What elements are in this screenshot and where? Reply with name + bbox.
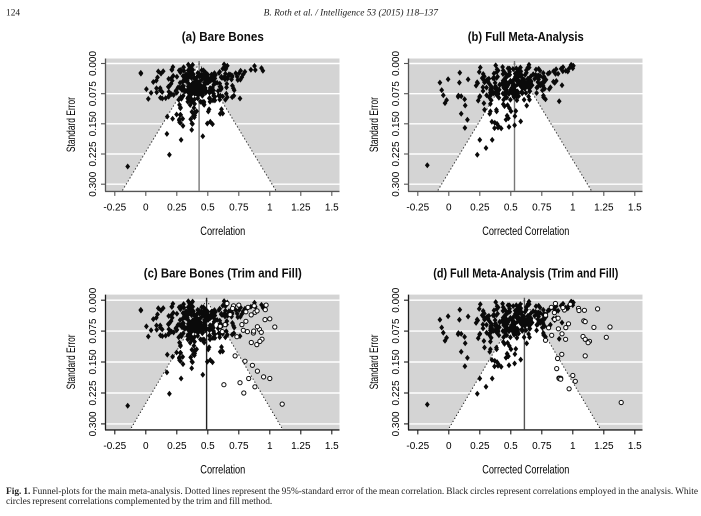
- svg-text:1.25: 1.25: [291, 441, 311, 452]
- svg-text:0.75: 0.75: [229, 203, 249, 214]
- svg-text:1.5: 1.5: [325, 441, 339, 452]
- svg-text:0.225: 0.225: [391, 141, 402, 166]
- svg-text:Corrected Correlation: Corrected Correlation: [482, 224, 569, 238]
- svg-text:0.000: 0.000: [88, 287, 99, 312]
- svg-text:1: 1: [267, 441, 273, 452]
- svg-text:0.150: 0.150: [391, 349, 402, 374]
- svg-text:0.75: 0.75: [532, 203, 552, 214]
- svg-text:0.5: 0.5: [201, 441, 215, 452]
- svg-text:0.150: 0.150: [88, 111, 99, 136]
- svg-text:0: 0: [143, 203, 149, 214]
- svg-text:0.75: 0.75: [229, 441, 249, 452]
- svg-text:0.300: 0.300: [88, 171, 99, 196]
- svg-text:0.25: 0.25: [167, 441, 187, 452]
- svg-text:1: 1: [267, 203, 273, 214]
- svg-text:0.25: 0.25: [470, 441, 490, 452]
- svg-text:-0.25: -0.25: [406, 203, 429, 214]
- svg-text:1.25: 1.25: [594, 203, 614, 214]
- svg-text:0.000: 0.000: [88, 51, 99, 76]
- svg-text:0.300: 0.300: [391, 171, 402, 196]
- svg-text:1: 1: [570, 203, 576, 214]
- svg-text:Standard Error: Standard Error: [64, 97, 78, 152]
- svg-text:(b) Full Meta-Analysis: (b) Full Meta-Analysis: [468, 29, 584, 44]
- svg-text:0: 0: [446, 441, 452, 452]
- svg-text:0.075: 0.075: [391, 318, 402, 343]
- svg-text:(d) Full Meta-Analysis (Trim a: (d) Full Meta-Analysis (Trim and Fill): [433, 266, 618, 281]
- svg-text:Standard Error: Standard Error: [64, 334, 78, 389]
- svg-text:1.25: 1.25: [291, 203, 311, 214]
- svg-text:-0.25: -0.25: [406, 441, 429, 452]
- svg-text:B. Roth et al. / Intelligence: B. Roth et al. / Intelligence 53 (2015) …: [264, 7, 440, 18]
- svg-text:0.5: 0.5: [504, 203, 518, 214]
- svg-text:(c) Bare Bones (Trim and Fill): (c) Bare Bones (Trim and Fill): [144, 266, 302, 281]
- svg-text:Corrected Correlation: Corrected Correlation: [482, 463, 569, 477]
- svg-text:0.150: 0.150: [391, 111, 402, 136]
- svg-text:0.25: 0.25: [470, 203, 490, 214]
- svg-text:Standard Error: Standard Error: [367, 97, 381, 152]
- svg-text:0.075: 0.075: [88, 318, 99, 343]
- svg-text:1.5: 1.5: [628, 441, 642, 452]
- svg-text:(a) Bare Bones: (a) Bare Bones: [182, 29, 264, 44]
- svg-text:0.000: 0.000: [391, 51, 402, 76]
- svg-text:0.225: 0.225: [88, 380, 99, 405]
- svg-text:0.25: 0.25: [167, 203, 187, 214]
- svg-text:-0.25: -0.25: [103, 441, 126, 452]
- svg-text:0.225: 0.225: [391, 380, 402, 405]
- svg-text:0.300: 0.300: [391, 411, 402, 436]
- svg-text:0.150: 0.150: [88, 349, 99, 374]
- svg-text:1.25: 1.25: [594, 441, 614, 452]
- svg-text:0: 0: [143, 441, 149, 452]
- svg-text:0.075: 0.075: [88, 81, 99, 106]
- svg-text:0.075: 0.075: [391, 81, 402, 106]
- svg-text:1: 1: [570, 441, 576, 452]
- svg-text:Correlation: Correlation: [200, 224, 245, 238]
- svg-text:1.5: 1.5: [325, 203, 339, 214]
- svg-text:124: 124: [6, 8, 20, 18]
- svg-text:0.300: 0.300: [88, 411, 99, 436]
- svg-text:Correlation: Correlation: [200, 463, 245, 477]
- svg-text:0.225: 0.225: [88, 141, 99, 166]
- svg-text:0.5: 0.5: [504, 441, 518, 452]
- svg-text:1.5: 1.5: [628, 203, 642, 214]
- svg-text:0.75: 0.75: [532, 441, 552, 452]
- svg-text:-0.25: -0.25: [103, 203, 126, 214]
- svg-text:0.000: 0.000: [391, 287, 402, 312]
- svg-text:0.5: 0.5: [201, 203, 215, 214]
- svg-text:0: 0: [446, 203, 452, 214]
- svg-text:Standard Error: Standard Error: [367, 334, 381, 389]
